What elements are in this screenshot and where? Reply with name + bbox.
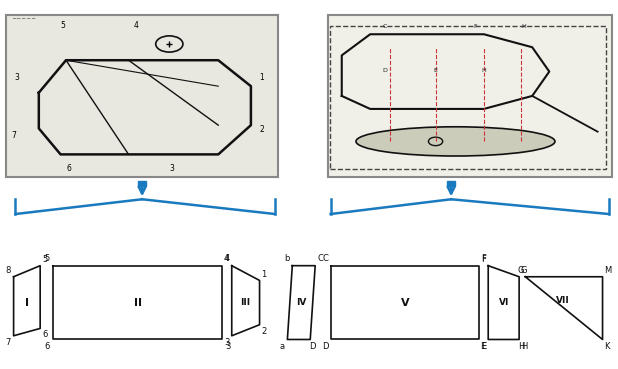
Bar: [331, 26, 606, 169]
Text: F: F: [481, 255, 486, 264]
Bar: [447, 181, 455, 186]
Text: G: G: [517, 266, 524, 275]
Text: II: II: [133, 297, 142, 308]
Text: M: M: [604, 266, 612, 275]
Text: 1: 1: [261, 270, 266, 279]
Text: III: III: [240, 298, 251, 307]
Bar: [6, 15, 278, 177]
Text: 4: 4: [134, 21, 139, 30]
Text: H: H: [481, 68, 486, 73]
Text: H: H: [518, 342, 524, 351]
Text: E: E: [481, 342, 486, 351]
Text: a: a: [279, 342, 284, 351]
Text: 5: 5: [42, 255, 47, 264]
Text: 6: 6: [44, 342, 50, 351]
Text: ─ ─ ─ ─ ─: ─ ─ ─ ─ ─: [12, 17, 35, 22]
Text: C: C: [322, 254, 328, 263]
Text: 4: 4: [225, 254, 230, 263]
Text: 5: 5: [45, 254, 50, 263]
Text: I: I: [25, 297, 29, 308]
Ellipse shape: [356, 127, 555, 156]
Text: 6: 6: [66, 163, 71, 173]
Bar: [138, 181, 146, 186]
Text: 7: 7: [5, 338, 11, 346]
Text: H: H: [521, 342, 527, 351]
Text: 3: 3: [14, 73, 19, 82]
Text: V: V: [400, 297, 409, 308]
Text: H: H: [522, 24, 526, 29]
Text: K: K: [604, 342, 610, 351]
Text: 8: 8: [5, 266, 11, 275]
Text: VII: VII: [556, 296, 569, 305]
Text: 5: 5: [61, 21, 66, 30]
Text: F: F: [473, 24, 477, 29]
Text: VI: VI: [499, 298, 509, 307]
Text: G: G: [521, 266, 528, 275]
Text: 3: 3: [225, 342, 231, 351]
Text: E: E: [434, 68, 438, 73]
Text: 6: 6: [42, 330, 48, 339]
Text: D: D: [309, 342, 316, 351]
Text: 3: 3: [169, 163, 174, 173]
Text: D: D: [382, 68, 387, 73]
Text: C: C: [382, 24, 387, 29]
Text: F: F: [481, 254, 486, 263]
Text: 2: 2: [259, 125, 264, 134]
Text: E: E: [481, 342, 486, 351]
Text: 4: 4: [224, 254, 229, 263]
Text: 7: 7: [12, 131, 17, 140]
Text: 2: 2: [261, 327, 266, 335]
Text: C: C: [317, 254, 323, 263]
Bar: [328, 15, 612, 177]
Text: IV: IV: [296, 298, 307, 307]
Text: 1: 1: [259, 73, 264, 82]
Text: 3: 3: [224, 338, 229, 346]
Text: D: D: [321, 342, 328, 351]
Text: b: b: [284, 254, 289, 263]
